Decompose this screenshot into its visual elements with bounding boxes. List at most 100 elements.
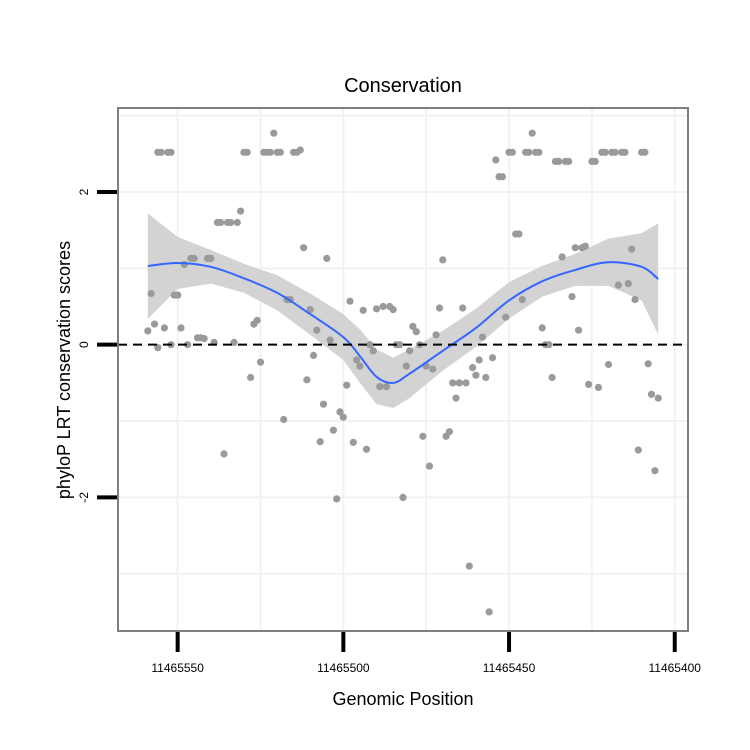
- data-point: [425, 462, 434, 470]
- data-point: [641, 148, 649, 156]
- data-point: [462, 379, 470, 387]
- data-point: [459, 304, 467, 312]
- data-point: [313, 326, 321, 334]
- data-point: [333, 495, 341, 503]
- data-point: [316, 438, 324, 446]
- data-point: [389, 306, 397, 314]
- data-point: [535, 148, 543, 156]
- y-tick-label: -2: [77, 492, 91, 503]
- data-point: [488, 354, 497, 362]
- data-point: [233, 218, 241, 227]
- data-point: [604, 360, 613, 369]
- data-point: [372, 305, 381, 313]
- smooth-line: [147, 261, 659, 384]
- data-point: [515, 230, 523, 238]
- data-point: [624, 280, 632, 288]
- panel-border: [117, 107, 689, 632]
- data-point: [449, 379, 457, 387]
- data-point: [651, 467, 659, 475]
- data-point: [230, 338, 238, 346]
- data-point: [217, 218, 225, 227]
- data-point: [591, 157, 599, 165]
- data-point: [528, 129, 536, 137]
- data-point: [366, 341, 374, 349]
- data-point: [469, 364, 477, 372]
- data-point: [184, 341, 192, 349]
- data-point: [359, 306, 367, 314]
- data-point: [611, 148, 619, 156]
- data-point: [220, 450, 228, 458]
- data-point: [353, 356, 361, 364]
- data-point: [435, 304, 444, 312]
- data-point: [362, 445, 371, 453]
- data-point: [200, 335, 208, 343]
- data-point: [498, 173, 506, 181]
- data-point: [402, 362, 410, 370]
- data-point: [177, 324, 185, 332]
- data-point: [654, 394, 662, 402]
- data-point: [558, 253, 566, 261]
- data-point: [508, 148, 516, 156]
- data-point: [485, 608, 493, 616]
- data-point: [472, 371, 480, 379]
- data-point: [319, 400, 328, 408]
- data-point: [465, 562, 473, 570]
- data-point: [399, 493, 407, 501]
- data-point: [452, 394, 460, 402]
- data-point: [575, 326, 583, 334]
- data-point: [154, 344, 162, 352]
- data-point: [167, 148, 175, 156]
- data-point: [346, 297, 354, 305]
- data-point: [326, 336, 334, 344]
- data-point: [565, 157, 573, 165]
- data-point: [455, 379, 463, 387]
- data-point: [647, 390, 656, 398]
- y-axis-title: phyloP LRT conservation scores: [54, 241, 74, 499]
- data-point: [621, 148, 629, 156]
- data-point: [644, 360, 652, 368]
- data-point: [147, 289, 155, 298]
- x-tick-label: 11465450: [483, 661, 536, 675]
- data-point: [336, 408, 344, 416]
- data-point: [585, 380, 593, 388]
- data-point: [207, 254, 215, 262]
- data-point: [174, 291, 182, 299]
- data-point: [303, 376, 311, 384]
- data-point: [329, 426, 337, 434]
- data-point: [190, 254, 198, 262]
- data-point: [369, 347, 377, 355]
- data-point: [555, 157, 563, 165]
- data-point: [631, 296, 639, 304]
- data-point: [266, 148, 274, 156]
- data-point: [323, 254, 331, 262]
- data-point: [339, 413, 347, 421]
- data-point: [628, 245, 636, 253]
- data-point: [300, 244, 308, 252]
- y-tick-label: 0: [77, 341, 91, 348]
- data-point: [237, 207, 245, 215]
- data-point: [568, 293, 576, 301]
- data-point: [253, 316, 261, 324]
- data-point: [379, 302, 387, 311]
- x-tick-label: 11465400: [648, 661, 701, 675]
- data-point: [227, 218, 235, 227]
- data-point: [419, 432, 427, 440]
- data-point: [518, 296, 526, 304]
- data-point: [349, 438, 357, 446]
- data-point: [180, 260, 188, 269]
- data-point: [432, 331, 440, 339]
- data-point: [144, 327, 152, 335]
- data-point: [525, 148, 533, 156]
- data-point: [157, 148, 165, 156]
- data-point: [482, 373, 490, 382]
- data-point: [548, 373, 556, 382]
- data-point: [376, 383, 384, 391]
- x-tick-label: 11465500: [317, 661, 370, 675]
- data-point: [412, 328, 420, 336]
- data-point: [571, 244, 579, 252]
- data-point: [406, 347, 414, 355]
- data-point: [594, 383, 603, 391]
- data-point: [356, 362, 364, 370]
- data-point: [478, 333, 487, 341]
